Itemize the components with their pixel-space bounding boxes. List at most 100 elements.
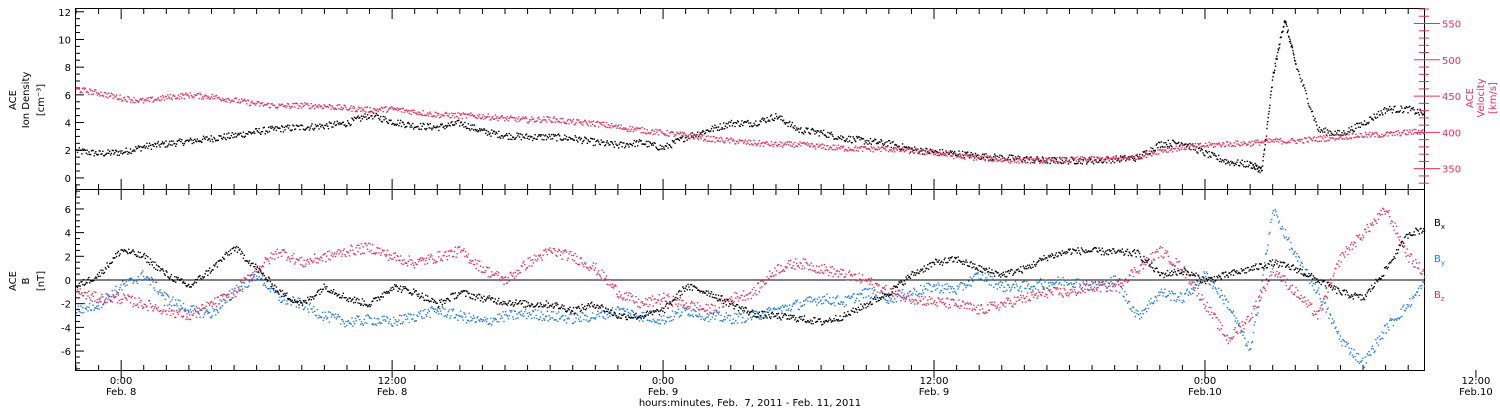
- data-point: [200, 140, 202, 142]
- data-point: [735, 143, 737, 145]
- data-point: [526, 137, 529, 139]
- data-point: [327, 125, 329, 127]
- data-point: [234, 97, 237, 99]
- data-point: [217, 311, 219, 314]
- data-point: [135, 279, 137, 281]
- data-point: [380, 115, 382, 118]
- data-point: [321, 124, 324, 126]
- data-point: [1073, 162, 1076, 165]
- data-point: [834, 304, 836, 307]
- data-point: [734, 143, 736, 145]
- data-point: [722, 320, 724, 323]
- data-point: [1231, 144, 1234, 147]
- data-point: [1382, 136, 1384, 138]
- data-point: [396, 123, 398, 125]
- data-point: [1192, 145, 1194, 147]
- data-point: [211, 315, 213, 317]
- data-point: [518, 116, 520, 118]
- data-point: [1148, 300, 1150, 302]
- data-point: [599, 122, 602, 124]
- data-point: [1415, 128, 1417, 131]
- data-point: [1313, 289, 1315, 291]
- data-point: [571, 138, 573, 140]
- data-point: [146, 276, 148, 278]
- data-point: [935, 284, 938, 286]
- data-point: [1149, 154, 1151, 156]
- data-point: [1047, 157, 1050, 159]
- data-point: [1216, 143, 1218, 145]
- data-point: [435, 312, 437, 314]
- data-point: [1063, 284, 1065, 287]
- data-point: [586, 123, 588, 125]
- data-point: [677, 138, 680, 140]
- data-point: [307, 308, 309, 310]
- data-point: [1246, 160, 1249, 162]
- data-point: [291, 105, 293, 108]
- data-point: [1228, 145, 1230, 147]
- data-point: [551, 121, 554, 123]
- data-point: [932, 151, 934, 153]
- data-point: [426, 114, 428, 116]
- data-point: [864, 288, 866, 290]
- data-point: [859, 139, 861, 141]
- data-point: [213, 95, 215, 97]
- data-point: [261, 131, 263, 133]
- data-point: [1305, 268, 1308, 271]
- data-point: [769, 309, 771, 312]
- data-point: [101, 153, 103, 155]
- data-point: [835, 138, 838, 140]
- data-point: [757, 142, 760, 145]
- data-point: [998, 159, 1000, 162]
- data-point: [219, 98, 221, 100]
- data-point: [769, 115, 772, 117]
- data-point: [1128, 300, 1130, 303]
- data-point: [391, 123, 393, 126]
- data-point: [327, 128, 330, 130]
- data-point: [906, 146, 908, 149]
- data-point: [1047, 282, 1050, 284]
- data-point: [118, 98, 120, 100]
- data-point: [724, 318, 727, 321]
- data-point: [1174, 142, 1176, 144]
- data-point: [684, 134, 687, 136]
- data-point: [1050, 159, 1052, 161]
- data-point: [1330, 322, 1333, 325]
- data-point: [481, 320, 483, 323]
- data-point: [1034, 159, 1037, 161]
- data-point: [357, 316, 359, 318]
- data-point: [1284, 20, 1287, 23]
- data-point: [1347, 342, 1349, 344]
- data-point: [670, 131, 672, 134]
- data-point: [682, 131, 684, 133]
- data-point: [547, 320, 549, 322]
- data-point: [829, 146, 832, 148]
- data-point: [642, 143, 644, 145]
- data-point: [998, 282, 1000, 284]
- data-point: [1006, 159, 1008, 161]
- data-point: [604, 312, 606, 314]
- data-point: [1367, 133, 1369, 135]
- data-point: [578, 136, 581, 138]
- data-point: [711, 140, 714, 142]
- data-point: [728, 121, 730, 123]
- data-point: [653, 141, 655, 144]
- data-point: [529, 314, 531, 316]
- data-point: [1145, 156, 1148, 159]
- data-point: [564, 122, 567, 124]
- data-point: [706, 140, 708, 142]
- data-point: [908, 148, 910, 151]
- data-point: [963, 283, 965, 285]
- data-point: [87, 310, 89, 312]
- data-point: [335, 318, 338, 320]
- data-point: [1242, 143, 1244, 145]
- data-point: [487, 131, 489, 133]
- data-point: [663, 323, 666, 325]
- data-point: [611, 141, 613, 143]
- data-point: [325, 124, 327, 127]
- data-point: [1143, 155, 1145, 158]
- data-point: [277, 106, 279, 108]
- data-point: [541, 319, 543, 322]
- data-point: [842, 136, 845, 139]
- data-point: [628, 146, 630, 148]
- data-point: [380, 322, 382, 325]
